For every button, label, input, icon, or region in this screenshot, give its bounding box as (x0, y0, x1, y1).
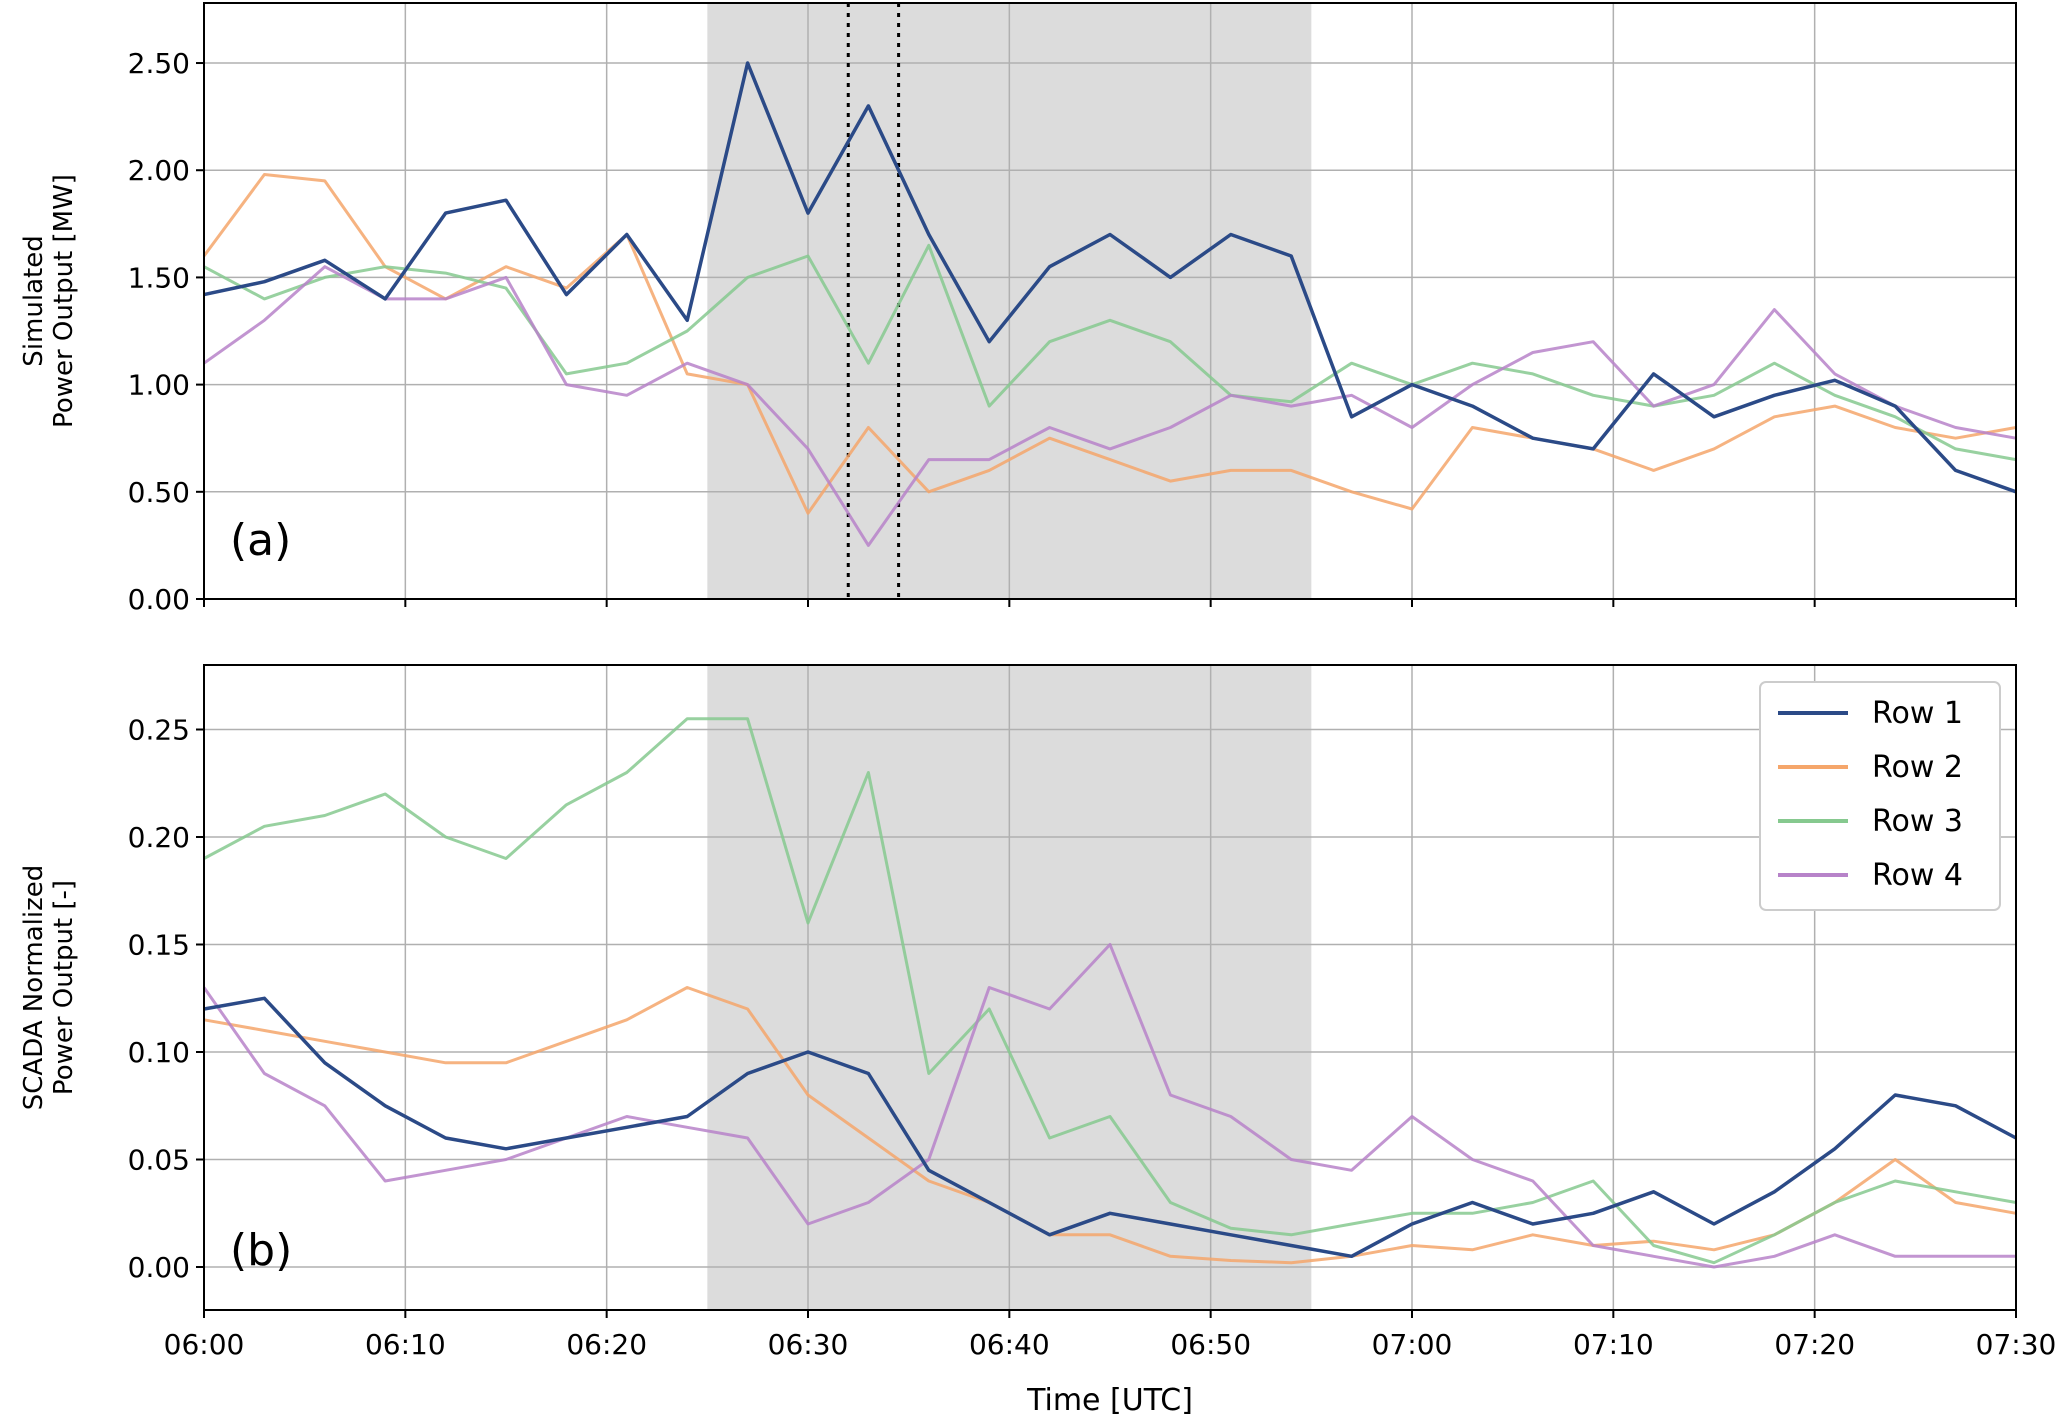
x-tick-label: 06:00 (164, 1328, 245, 1361)
legend-box (1759, 681, 2001, 911)
x-tick-label: 07:30 (1976, 1328, 2057, 1361)
y-tick-label: 1.00 (128, 369, 190, 402)
panel-b-y-ticks: 0.00 0.05 0.10 0.15 0.20 0.25 (128, 714, 204, 1284)
x-tick-label: 06:20 (566, 1328, 647, 1361)
series-line-row-1 (203, 61, 2017, 494)
legend: Row 1 Row 2 Row 3 Row 4 (1759, 681, 2001, 911)
y-tick-label: 0.00 (128, 1251, 190, 1284)
panel-a-x-ticks (203, 599, 2017, 607)
panel-a-y-ticks: 0.00 0.50 1.00 1.50 2.00 2.50 (128, 47, 204, 616)
series-line-row-3 (203, 717, 2017, 1265)
series-line-row-1 (203, 996, 2017, 1259)
panel-a-series-lines (202, 61, 2017, 547)
series-line-row-3 (203, 243, 2017, 462)
x-tick-label: 06:40 (969, 1328, 1050, 1361)
panel-a: 0.00 0.50 1.00 1.50 2.00 2.50 (a) Simulated P… (19, 2, 2017, 616)
legend-label-row-2: Row 2 (1872, 750, 1963, 785)
y-tick-label: 0.50 (128, 476, 190, 509)
panel-b-series-lines (202, 717, 2017, 1269)
y-tick-label: 0.05 (128, 1144, 190, 1177)
panel-a-ylabel-line-2: Power Output [MW] (49, 174, 79, 428)
x-tick-label: 06:50 (1170, 1328, 1251, 1361)
panel-b-label: (b) (230, 1225, 292, 1276)
panel-b-frame (203, 664, 2017, 1311)
panel-b-x-ticks: 06:00 06:10 06:20 06:30 06:40 06:50 07:00 07:10… (164, 1310, 2057, 1361)
y-tick-label: 0.15 (128, 929, 190, 962)
x-axis-label: Time [UTC] (1026, 1383, 1193, 1418)
x-tick-label: 07:20 (1774, 1328, 1855, 1361)
series-line-row-2 (202, 173, 2017, 515)
legend-label-row-4: Row 4 (1872, 858, 1963, 893)
y-tick-label: 2.00 (128, 154, 190, 187)
y-tick-label: 0.00 (128, 583, 190, 616)
panel-a-label: (a) (230, 515, 291, 566)
panel-b: 0.00 0.05 0.10 0.15 0.20 0.25 06:00 06:10 06:20… (19, 664, 2057, 1361)
x-tick-label: 06:30 (768, 1328, 849, 1361)
y-tick-label: 0.25 (128, 714, 190, 747)
panel-a-frame (203, 2, 2017, 600)
series-line-row-4 (202, 943, 2016, 1269)
y-tick-label: 1.50 (128, 261, 190, 294)
panel-b-ylabel-line-1: SCADA Normalized (19, 865, 49, 1111)
legend-label-row-3: Row 3 (1872, 804, 1963, 839)
y-tick-label: 0.20 (128, 821, 190, 854)
panel-b-ylabel-line-2: Power Output [-] (49, 880, 79, 1095)
panel-a-ylabel-line-1: Simulated (19, 235, 49, 366)
series-line-row-4 (203, 265, 2017, 547)
x-tick-label: 06:10 (365, 1328, 446, 1361)
y-tick-label: 0.10 (128, 1036, 190, 1069)
x-tick-label: 07:00 (1372, 1328, 1453, 1361)
y-tick-label: 2.50 (128, 47, 190, 80)
legend-label-row-1: Row 1 (1872, 696, 1963, 731)
series-line-row-2 (203, 986, 2017, 1265)
x-tick-label: 07:10 (1573, 1328, 1654, 1361)
